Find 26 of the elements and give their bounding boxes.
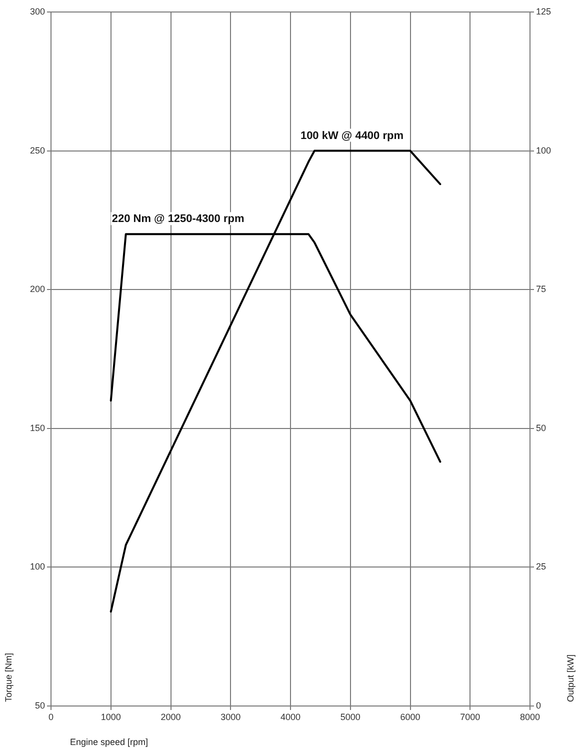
y2-tick-label: 100	[536, 145, 552, 156]
x-tick-label: 6000	[400, 712, 420, 722]
x-tick-label: 8000	[520, 712, 540, 722]
y-tick-label: 100	[30, 562, 45, 572]
x-tick-label: 5000	[340, 712, 360, 722]
y-axis-title: Torque [Nm]	[3, 652, 14, 702]
x-tick-label: 2000	[160, 712, 181, 722]
x-tick-label: 1000	[100, 712, 121, 722]
y2-tick-label: 75	[536, 284, 546, 294]
y-tick-label: 300	[30, 6, 45, 16]
y2-tick-label: 25	[536, 562, 546, 572]
x-axis-title: Engine speed [rpm]	[70, 736, 148, 747]
y2-tick-label: 125	[536, 6, 552, 16]
y-tick-label: 200	[30, 284, 45, 294]
y2-tick-label: 0	[536, 700, 542, 710]
y-tick-label: 150	[30, 422, 45, 433]
x-tick-label: 4000	[280, 712, 301, 722]
annotation: 100 kW @ 4400 rpm	[300, 130, 404, 142]
x-tick-label: 0	[48, 712, 54, 722]
annotation: 220 Nm @ 1250-4300 rpm	[112, 213, 244, 226]
y2-axis-title: Output [kW]	[565, 654, 576, 702]
x-tick-label: 7000	[460, 712, 480, 722]
y-tick-label: 250	[30, 145, 45, 156]
y-tick-label: 50	[34, 700, 45, 710]
y2-tick-label: 50	[536, 422, 546, 433]
x-tick-label: 3000	[220, 712, 241, 722]
